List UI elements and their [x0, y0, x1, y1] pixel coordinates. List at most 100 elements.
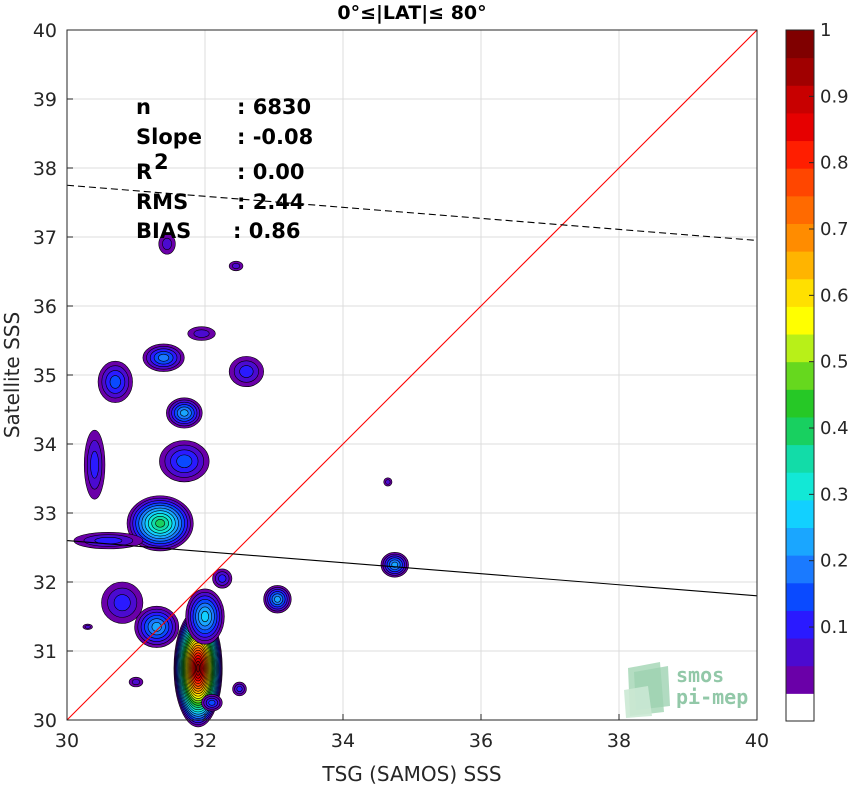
offset-line — [66, 184, 758, 241]
colorbar-segment — [786, 140, 814, 169]
smos-pimep-logo: smos pi-mep — [624, 662, 748, 718]
colorbar-segment — [786, 472, 814, 501]
y-tick-label: 38 — [33, 158, 57, 180]
x-tick-label: 34 — [331, 730, 355, 752]
colorbar — [785, 29, 815, 722]
contour-level — [239, 365, 254, 378]
density-blob — [263, 585, 292, 614]
colorbar-segment — [786, 251, 814, 280]
colorbar-segment — [786, 223, 814, 252]
density-blob — [212, 568, 233, 589]
colorbar-segment — [786, 85, 814, 114]
logo-text-line2: pi-mep — [676, 685, 748, 709]
density-blob — [97, 360, 133, 403]
y-tick-label: 32 — [33, 572, 57, 594]
y-tick-label: 34 — [33, 434, 57, 456]
density-blob — [128, 676, 144, 688]
density-blob — [228, 260, 244, 272]
contour-level — [231, 263, 241, 269]
y-tick-label: 30 — [33, 710, 57, 732]
x-tick-label: 30 — [55, 730, 79, 752]
contour-level — [274, 595, 281, 603]
colorbar-segment — [786, 361, 814, 390]
logo-graphic — [624, 662, 670, 718]
density-blob — [126, 495, 194, 552]
contour-level — [385, 479, 391, 485]
density-blob — [134, 605, 180, 648]
contour-level — [196, 664, 201, 673]
colorbar-segment — [786, 334, 814, 363]
x-tick-label: 38 — [607, 730, 631, 752]
colorbar-ticks: 0.1 0.2 0.3 0.4 0.5 0.6 0.7 0.8 0.9 1 — [809, 20, 849, 638]
stat-value: : 2.44 — [237, 190, 305, 214]
contour-level — [193, 329, 210, 338]
contour-level — [113, 594, 131, 612]
stats-box: n: 6830 Slope: -0.08 R 2: 0.00 RMS: 2.44 BIAS… — [136, 95, 313, 243]
colorbar-segment — [786, 195, 814, 224]
stat-value: : -0.08 — [237, 125, 313, 149]
colorbar-segment — [786, 444, 814, 473]
y-tick-label: 33 — [33, 503, 57, 525]
y-axis-label: Satellite SSS — [0, 312, 24, 438]
stat-label: n — [136, 95, 151, 119]
colorbar-segment — [786, 638, 814, 667]
contour-level — [84, 625, 91, 629]
colorbar-tick-label: 0.2 — [820, 551, 849, 572]
colorbar-tick-label: 0.3 — [820, 484, 849, 505]
colorbar-segment — [786, 665, 814, 694]
logo-text-line1: smos — [676, 663, 724, 687]
colorbar-tick-label: 1 — [820, 20, 831, 41]
stat-label: BIAS — [136, 219, 191, 243]
colorbar-tick-label: 0.6 — [820, 285, 849, 306]
contour-level — [162, 237, 172, 250]
density-blob — [142, 343, 185, 372]
colorbar-segment — [786, 112, 814, 142]
x-tick-label: 32 — [193, 730, 217, 752]
colorbar-segment — [786, 555, 814, 584]
colorbar-tick-label: 0.8 — [820, 153, 849, 174]
density-blob — [228, 356, 264, 388]
colorbar-tick-label: 0.5 — [820, 352, 849, 373]
density-blob — [380, 552, 409, 578]
colorbar-segment — [786, 57, 814, 86]
colorbar-tick-label: 0.7 — [820, 219, 849, 240]
colorbar-segment — [786, 278, 814, 307]
x-tick-label: 40 — [745, 730, 769, 752]
regression-lines — [66, 29, 758, 721]
contour-level — [109, 375, 121, 389]
stat-value: : 0.86 — [233, 219, 301, 243]
y-tick-label: 31 — [33, 641, 57, 663]
y-tick-label: 40 — [33, 20, 57, 42]
density-blob — [201, 694, 223, 712]
y-tick-label: 39 — [33, 89, 57, 111]
density-blob — [166, 397, 203, 429]
density-blob — [159, 440, 210, 483]
density-blob — [232, 681, 247, 697]
contour-level — [391, 561, 399, 568]
colorbar-segment — [786, 30, 814, 59]
density-blob — [158, 233, 176, 255]
density-blob — [73, 532, 144, 550]
contour-level — [201, 610, 209, 623]
contour-level — [90, 450, 99, 479]
contour-level — [208, 699, 216, 706]
colorbar-segment — [786, 168, 814, 197]
identity-line — [66, 29, 758, 721]
density-blob — [185, 588, 225, 645]
y-tick-label: 36 — [33, 296, 57, 318]
y-tick-label: 37 — [33, 227, 57, 249]
x-axis-ticks: 30 32 34 36 38 40 — [55, 714, 769, 752]
contour-level — [131, 679, 141, 686]
colorbar-segment — [786, 582, 814, 611]
contour-level — [180, 409, 189, 417]
colorbar-segment — [786, 416, 814, 446]
density-blob — [383, 477, 393, 487]
stat-label: Slope — [136, 125, 202, 149]
stat-label-superscript: 2 — [154, 150, 169, 174]
x-axis-label: TSG (SAMOS) SSS — [321, 762, 501, 786]
density-blob — [101, 581, 144, 624]
colorbar-segment — [786, 610, 814, 639]
colorbar-tick-label: 0.1 — [820, 617, 849, 638]
fit-line — [66, 540, 758, 597]
